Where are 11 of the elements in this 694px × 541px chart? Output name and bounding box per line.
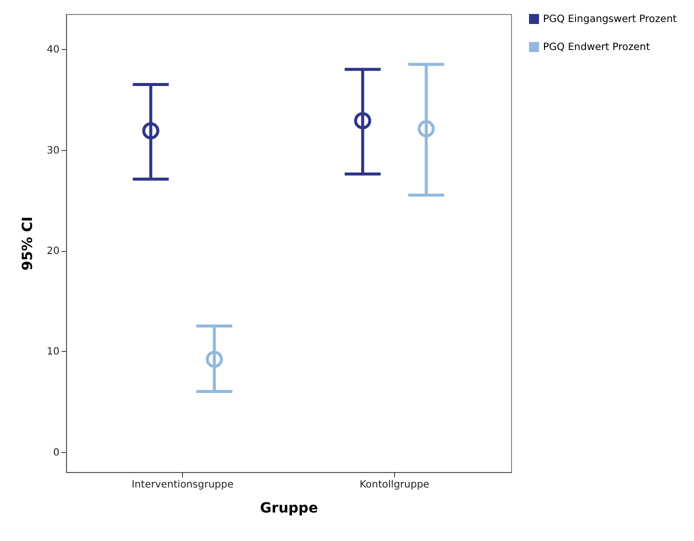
y-tick-label: 40 — [46, 44, 60, 56]
x-axis-title: Gruppe — [260, 500, 318, 516]
y-tick-label: 10 — [46, 346, 60, 358]
y-tick-label: 20 — [46, 246, 60, 258]
legend-label: PGQ Endwert Prozent — [543, 42, 650, 53]
y-axis-title: 95% CI — [20, 216, 36, 270]
x-tick-label: Kontollgruppe — [360, 480, 430, 490]
legend-label: PGQ Eingangswert Prozent — [543, 14, 677, 25]
y-tick-label: 0 — [53, 447, 60, 458]
y-tick-label: 30 — [46, 145, 60, 156]
x-tick-label: Interventionsgruppe — [132, 480, 234, 490]
